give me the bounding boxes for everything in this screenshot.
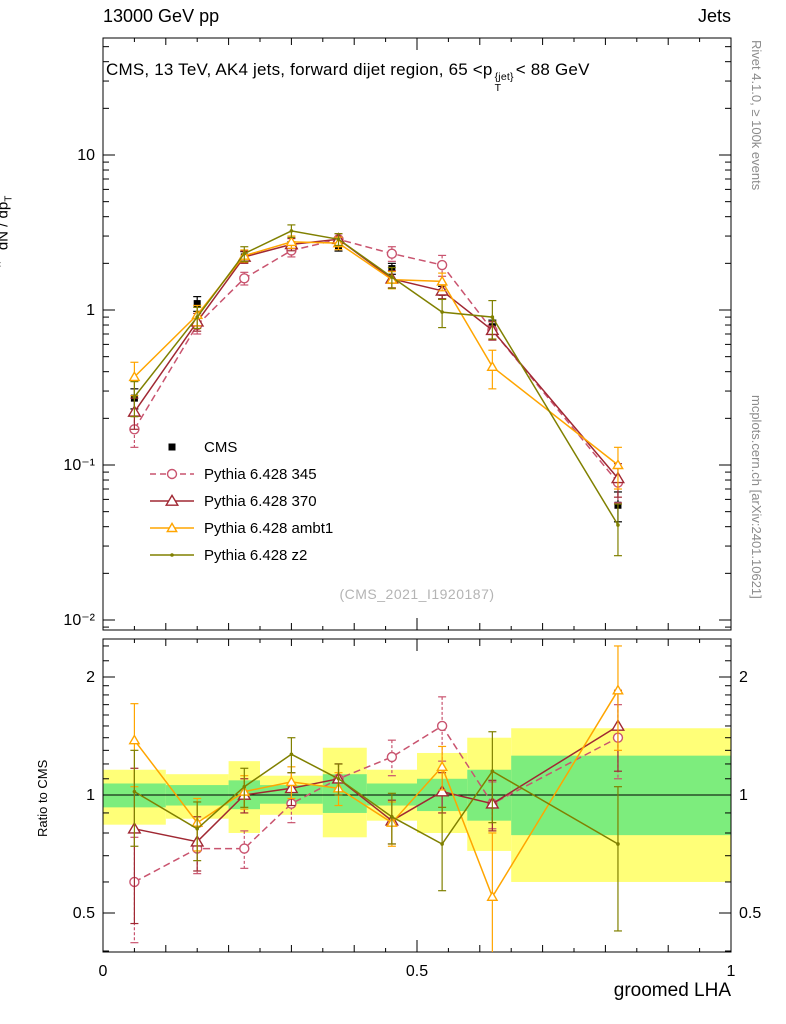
ylabel-frac-norm: 1 dN / dpT bbox=[0, 196, 15, 250]
svg-text:1: 1 bbox=[86, 302, 95, 319]
pt-jet-sup: {jet} bbox=[494, 71, 514, 83]
svg-text:0.5: 0.5 bbox=[73, 905, 95, 922]
svg-text:2: 2 bbox=[739, 669, 748, 686]
svg-text:0: 0 bbox=[99, 963, 108, 980]
svg-text:10⁻²: 10⁻² bbox=[63, 612, 95, 629]
pt-jet-superscript-stack: {jet} T bbox=[494, 71, 514, 95]
series-pythia-6-428-370 bbox=[127, 232, 625, 498]
series-pythia-6-428-z2 bbox=[130, 224, 622, 557]
y-axis-title: # d2N dpT dλ # 1 dN / dpT bbox=[0, 196, 15, 268]
svg-text:CMS: CMS bbox=[204, 439, 237, 456]
beam-energy-label: 13000 GeV pp bbox=[103, 6, 220, 26]
legend: CMS Pythia 6.428 345 Pythia 6.428 370 Pythi… bbox=[150, 439, 333, 564]
axis-ticks bbox=[102, 38, 732, 952]
plot-title: CMS, 13 TeV, AK4 jets, forward dijet reg… bbox=[106, 60, 590, 94]
x-axis-title: groomed LHA bbox=[613, 980, 731, 1001]
title-text-b: < 88 GeV bbox=[515, 60, 590, 79]
svg-text:10⁻¹: 10⁻¹ bbox=[63, 457, 95, 474]
svg-text:1: 1 bbox=[727, 963, 736, 980]
svg-text:10: 10 bbox=[77, 147, 95, 164]
series-pythia-6-428-z2 bbox=[130, 731, 622, 932]
pt-sub: T bbox=[494, 82, 502, 95]
svg-text:Pythia 6.428 ambt1: Pythia 6.428 ambt1 bbox=[204, 520, 333, 537]
mcplots-arxiv-note: mcplots.cern.ch [arXiv:2401.10621] bbox=[749, 395, 764, 599]
svg-text:2: 2 bbox=[86, 669, 95, 686]
ylabel-hash-1: # bbox=[0, 259, 4, 267]
svg-text:1: 1 bbox=[86, 787, 95, 804]
rivet-version-note: Rivet 4.1.0, ≥ 100k events bbox=[749, 40, 764, 191]
svg-text:Pythia 6.428 z2: Pythia 6.428 z2 bbox=[204, 547, 307, 564]
ylabel-norm-denominator: dN / dpT bbox=[0, 195, 15, 251]
series-pythia-6-428-345 bbox=[129, 233, 624, 504]
svg-text:0.5: 0.5 bbox=[739, 905, 761, 922]
ylabel-row-norm: # 1 dN / dpT bbox=[0, 196, 15, 268]
analysis-id-watermark: (CMS_2021_I1920187) bbox=[339, 586, 495, 602]
svg-text:Pythia 6.428 345: Pythia 6.428 345 bbox=[204, 466, 317, 483]
svg-text:1: 1 bbox=[739, 787, 748, 804]
ratio-axis-title: Ratio to CMS bbox=[35, 759, 50, 837]
title-text-a: CMS, 13 TeV, AK4 jets, forward dijet reg… bbox=[106, 60, 493, 79]
svg-text:0.5: 0.5 bbox=[406, 963, 428, 980]
svg-text:Pythia 6.428 370: Pythia 6.428 370 bbox=[204, 493, 317, 510]
analysis-group-label: Jets bbox=[697, 6, 731, 26]
